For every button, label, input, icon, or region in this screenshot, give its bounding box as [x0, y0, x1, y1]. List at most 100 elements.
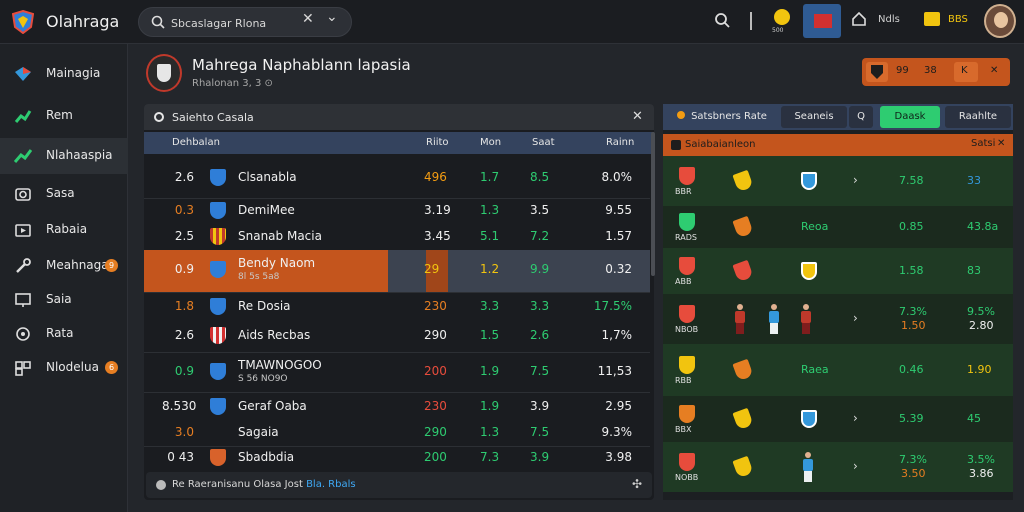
- chevron-right-icon[interactable]: ›: [853, 173, 858, 187]
- odds-value[interactable]: 1.3: [480, 203, 500, 217]
- stat-value[interactable]: 83: [967, 264, 981, 277]
- stat-value[interactable]: 7.58: [899, 174, 924, 187]
- team-name[interactable]: Sagaia: [238, 425, 279, 439]
- odds-value[interactable]: 0.32: [605, 262, 632, 276]
- stat-value[interactable]: 0.46: [899, 363, 924, 376]
- column-header[interactable]: Rainn: [606, 137, 635, 148]
- stats-row[interactable]: RBB Raea 0.46 1.90: [663, 344, 1013, 396]
- odds-value[interactable]: 1.3: [480, 425, 500, 439]
- close-icon[interactable]: ✕: [632, 109, 643, 124]
- team-name[interactable]: Bendy Naom: [238, 256, 316, 270]
- stats-row[interactable]: ABB 1.58 83: [663, 248, 1013, 294]
- tab-rate[interactable]: Satsbners Rate: [665, 106, 779, 128]
- crown-icon[interactable]: [924, 12, 940, 26]
- odds-value[interactable]: 1.5: [480, 328, 500, 342]
- avatar[interactable]: [984, 4, 1016, 38]
- tab-raahlte[interactable]: Raahlte: [945, 106, 1011, 128]
- stat-value[interactable]: 5.39: [899, 412, 924, 425]
- search-box[interactable]: [138, 7, 352, 37]
- odds-value[interactable]: 230: [424, 299, 447, 313]
- team-name[interactable]: TMAWNOGOO: [238, 358, 322, 372]
- table-row[interactable]: 8.530 Geraf Oaba: [144, 394, 650, 420]
- chevron-down-icon[interactable]: ⌄: [326, 9, 338, 25]
- scrollbar[interactable]: [651, 132, 655, 276]
- odds-value[interactable]: 8.0%: [601, 170, 633, 184]
- odds-value[interactable]: 3.9: [530, 450, 550, 464]
- tab-seaneis[interactable]: Seaneis: [781, 106, 847, 128]
- odds-value[interactable]: 3.9: [530, 399, 550, 413]
- stat-value[interactable]: 9.5%: [967, 305, 995, 318]
- sidebar-item-4[interactable]: Rabaia: [0, 212, 128, 248]
- stats-row[interactable]: NOBB › 7.3% 3.5% 3.50 3.86: [663, 442, 1013, 492]
- sidebar-item-0[interactable]: Mainagia: [0, 56, 128, 92]
- odds-value[interactable]: 8.5: [530, 170, 550, 184]
- table-row[interactable]: 1.8 Re Dosia: [144, 294, 650, 320]
- search-input[interactable]: [171, 14, 299, 32]
- odds-value[interactable]: 3.98: [605, 450, 632, 464]
- odds-value[interactable]: 2.95: [605, 399, 632, 413]
- stat-value[interactable]: 45: [967, 412, 981, 425]
- odds-value[interactable]: 9.9: [530, 262, 550, 276]
- footer-link[interactable]: Bla. Rbals: [306, 479, 356, 490]
- search-icon[interactable]: [714, 12, 730, 28]
- tab-daask[interactable]: Daask: [880, 106, 940, 128]
- sidebar-item-8[interactable]: Nlodelua 6: [0, 350, 128, 386]
- expand-icon[interactable]: ✣: [632, 477, 643, 491]
- stat-value[interactable]: 33: [967, 174, 981, 187]
- table-row[interactable]: 0.3 DemiMee: [144, 198, 650, 224]
- coin-icon[interactable]: [774, 9, 790, 25]
- table-row[interactable]: 0.9 TMAWNOGOO S 56 NO9O: [144, 352, 650, 392]
- shield-button[interactable]: [866, 62, 888, 82]
- odds-value[interactable]: 3.3: [480, 299, 500, 313]
- odds-value[interactable]: 29: [424, 262, 440, 276]
- stats-row[interactable]: BBX › 5.39 45: [663, 396, 1013, 442]
- stats-row[interactable]: NBOB › 7.3% 9.5% 1.50 2.80: [663, 294, 1013, 344]
- table-row[interactable]: 3.0 Sagaia: [144, 420, 650, 446]
- search-clear-icon[interactable]: ✕: [302, 11, 314, 27]
- column-header[interactable]: Saat: [532, 137, 555, 148]
- sidebar-item-6[interactable]: Saia: [0, 282, 128, 318]
- odds-value[interactable]: 5.1: [480, 229, 500, 243]
- odds-value[interactable]: 496: [424, 170, 447, 184]
- sidebar-item-7[interactable]: Rata: [0, 316, 128, 352]
- odds-value[interactable]: 9.3%: [601, 425, 633, 439]
- close-icon[interactable]: ✕: [997, 138, 1006, 149]
- stats-row[interactable]: BBR › 7.58 33: [663, 156, 1013, 206]
- column-header[interactable]: Dehbalan: [172, 137, 220, 148]
- stat-value[interactable]: 0.85: [899, 220, 924, 233]
- odds-value[interactable]: 7.5: [530, 425, 550, 439]
- table-row[interactable]: 2.6 Clsanabla: [144, 158, 650, 198]
- odds-value[interactable]: 200: [424, 364, 447, 378]
- odds-value[interactable]: 1.9: [480, 399, 500, 413]
- stat-value[interactable]: 3.5%: [967, 453, 995, 466]
- stat-value[interactable]: 1.90: [967, 363, 992, 376]
- odds-value[interactable]: 1.2: [480, 262, 500, 276]
- team-name[interactable]: Aids Recbas: [238, 328, 311, 342]
- column-header[interactable]: Riito: [426, 137, 449, 148]
- sidebar-item-2[interactable]: Nlahaaspia: [0, 138, 128, 174]
- house-icon[interactable]: [852, 12, 866, 26]
- odds-value[interactable]: 2.6: [530, 328, 550, 342]
- stat-value[interactable]: 43.8a: [967, 220, 999, 233]
- stat-value[interactable]: 7.3%: [899, 453, 927, 466]
- team-name[interactable]: Re Dosia: [238, 299, 291, 313]
- odds-value[interactable]: 290: [424, 328, 447, 342]
- chevron-right-icon[interactable]: ›: [853, 411, 858, 425]
- sidebar-item-3[interactable]: Sasa: [0, 176, 128, 212]
- stats-row[interactable]: RADS Reoa 0.85 43.8a: [663, 206, 1013, 248]
- team-name[interactable]: Snanab Macia: [238, 229, 322, 243]
- odds-value[interactable]: 3.45: [424, 229, 451, 243]
- stat-value[interactable]: 1.58: [899, 264, 924, 277]
- table-row[interactable]: 2.5 Snanab Macia: [144, 224, 650, 250]
- team-name[interactable]: Clsanabla: [238, 170, 297, 184]
- table-row[interactable]: 0 43 Sbadbdia: [144, 446, 650, 470]
- odds-value[interactable]: 1.57: [605, 229, 632, 243]
- team-name[interactable]: DemiMee: [238, 203, 295, 217]
- odds-value[interactable]: 1.9: [480, 364, 500, 378]
- odds-value[interactable]: 3.5: [530, 203, 550, 217]
- odds-value[interactable]: 1,7%: [601, 328, 633, 342]
- flag-button[interactable]: [803, 4, 841, 38]
- odds-value[interactable]: 7.2: [530, 229, 550, 243]
- odds-value[interactable]: 3.19: [424, 203, 451, 217]
- tab-q[interactable]: Q: [849, 106, 873, 128]
